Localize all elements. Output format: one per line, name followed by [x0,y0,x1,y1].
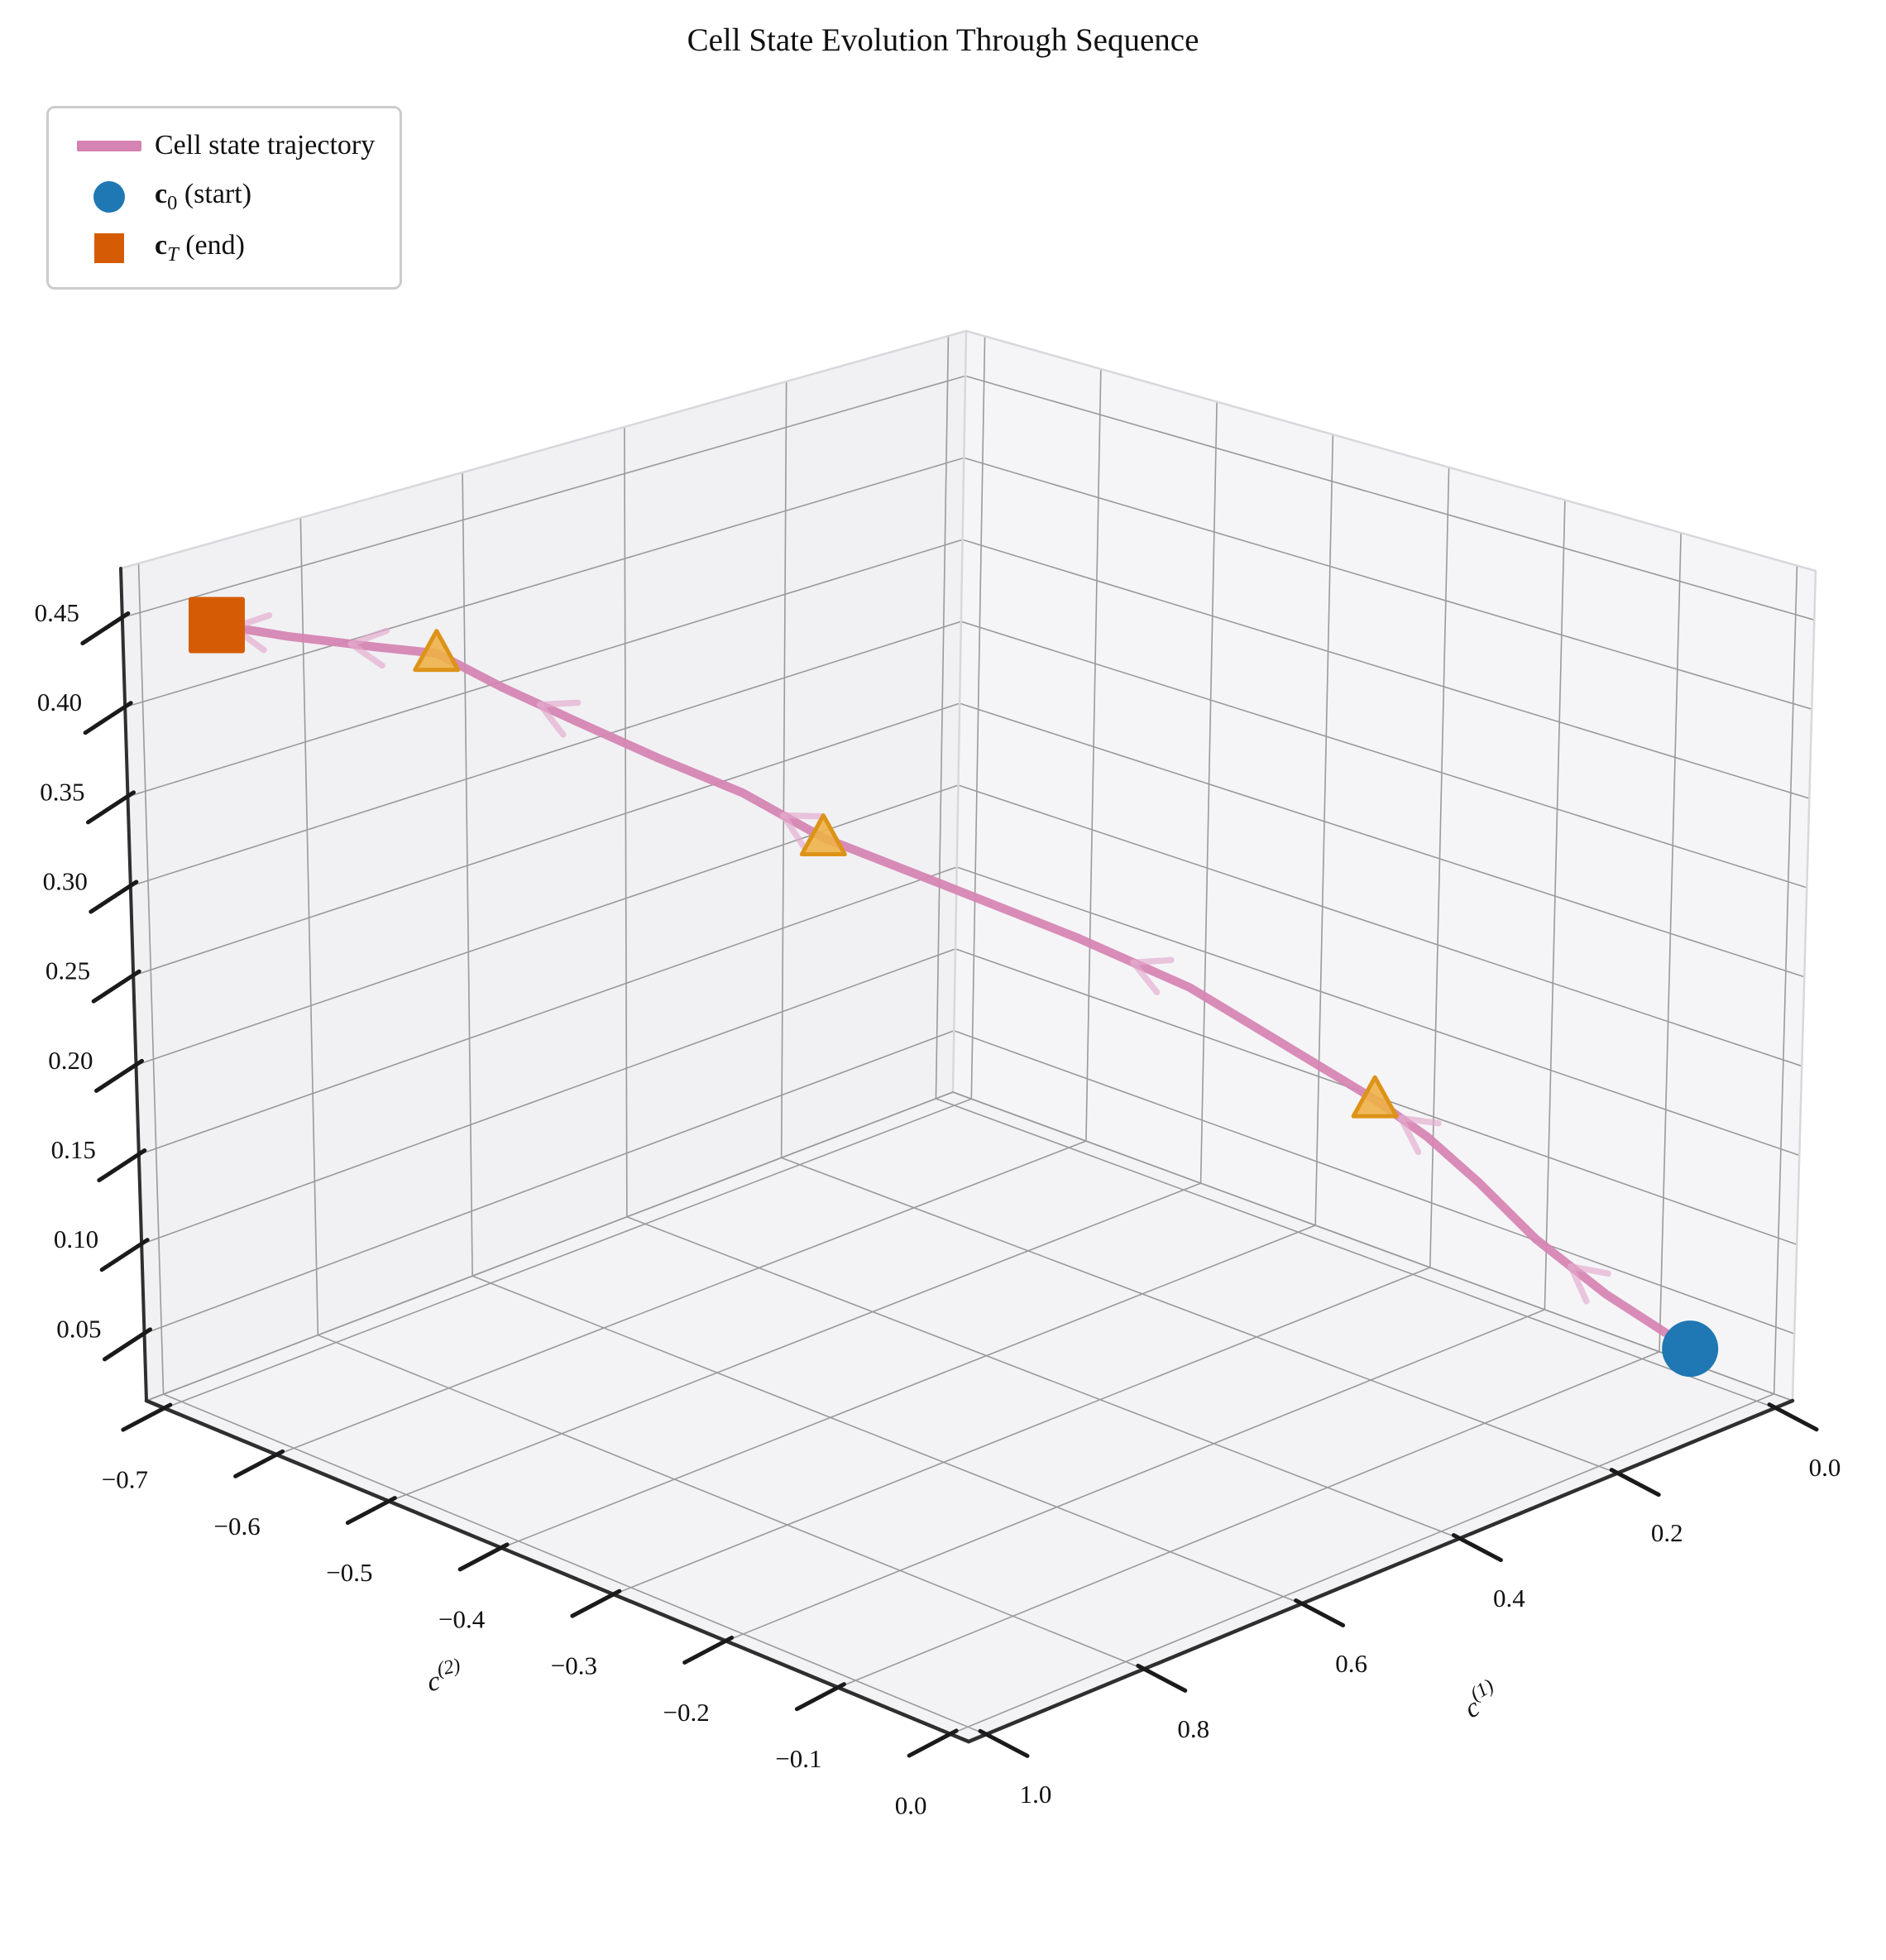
z-tick-label: 0.10 [54,1224,98,1253]
y-tick-label: −0.6 [213,1512,260,1541]
pane-edges [119,329,1817,1402]
z-tick-label: 0.45 [35,598,79,627]
z-tick-label: 0.20 [48,1046,93,1075]
y-tick-label: −0.7 [102,1465,148,1494]
end-subscript: T [167,242,179,266]
y-tick-label: 0.0 [895,1790,927,1819]
legend-label-start: c0 (start) [155,179,251,215]
panes [121,331,1816,1742]
tick-labels: 0.05 0.10 0.15 0.20 0.25 0.30 0.35 0.40 0.45 −0.7… [35,598,1841,1819]
end-label-rest: (end) [178,230,245,261]
circle-marker-icon [93,181,125,213]
z-tick-label: 0.05 [56,1314,101,1343]
end-marker-swatch [64,233,155,263]
axis-ticks [80,611,1819,1758]
square-marker-icon [94,233,124,263]
y-tick-label: −0.5 [326,1558,372,1587]
direction-arrows [230,611,1611,1305]
z-tick-label: 0.40 [37,688,82,716]
y-tick-label: −0.1 [775,1744,821,1773]
end-marker [188,597,245,654]
z-tick-label: 0.35 [40,777,84,806]
trajectory-line-icon [77,140,141,151]
legend: Cell state trajectory c0 (start) cT (end… [46,106,402,290]
start-marker [1662,1320,1719,1378]
z-tick-label: 0.25 [45,956,90,985]
x-tick-label: 0.2 [1651,1518,1683,1547]
start-marker-swatch [64,181,155,213]
chart-title: Cell State Evolution Through Sequence [687,22,1199,58]
start-symbol: c [155,179,168,210]
z-tick-label: 0.30 [43,867,88,896]
legend-label-trajectory: Cell state trajectory [155,130,376,161]
x-tick-label: 0.6 [1335,1649,1367,1678]
z-tick-label: 0.15 [51,1135,96,1164]
x-axis-label: c(1) [1457,1675,1505,1724]
x-tick-label: 0.4 [1493,1584,1525,1613]
legend-item-end: cT (end) [64,223,385,274]
y-tick-label: −0.2 [663,1698,710,1727]
y-tick-label: −0.3 [551,1651,597,1680]
start-label-rest: (start) [177,179,252,210]
start-subscript: 0 [167,191,178,214]
legend-item-start: c0 (start) [64,171,385,223]
y-tick-label: −0.4 [438,1604,486,1633]
trajectory-line-swatch [64,140,155,151]
x-tick-label: 0.0 [1809,1453,1841,1482]
end-symbol: c [155,230,168,261]
step-marker-triangle [1351,1075,1399,1119]
step-marker-triangle [413,629,461,673]
y-axis-label: c(2) [424,1655,466,1698]
step-markers [413,629,1399,1119]
x-tick-label: 0.8 [1177,1714,1209,1743]
legend-item-trajectory: Cell state trajectory [64,120,385,171]
x-tick-label: 1.0 [1020,1780,1052,1809]
step-marker-triangle [799,813,847,857]
legend-label-end: cT (end) [155,230,245,266]
grid-lines [122,335,1816,1736]
